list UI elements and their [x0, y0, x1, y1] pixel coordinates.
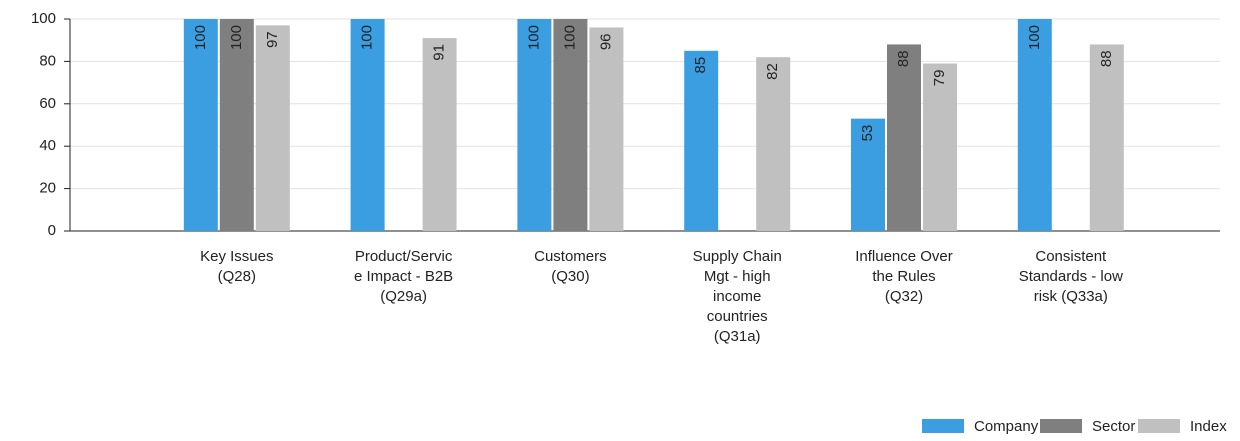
- data-label: 100: [192, 25, 209, 50]
- x-tick-label: Customers: [534, 248, 607, 265]
- bar: [350, 19, 385, 231]
- data-label: 100: [561, 25, 578, 50]
- bar: [756, 57, 791, 231]
- legend-label: Sector: [1092, 418, 1135, 435]
- y-tick-label: 40: [39, 137, 56, 154]
- y-tick-label: 100: [31, 10, 56, 27]
- legend-swatch: [1138, 419, 1180, 433]
- data-label: 100: [525, 25, 542, 50]
- y-tick-label: 0: [48, 222, 56, 239]
- bar: [887, 44, 921, 231]
- x-tick-label: (Q31a): [714, 328, 761, 345]
- legend-label: Index: [1190, 418, 1227, 435]
- data-label: 85: [692, 57, 709, 74]
- data-label: 53: [859, 125, 876, 142]
- x-tick-label: risk (Q33a): [1034, 288, 1108, 305]
- y-tick-label: 60: [39, 95, 56, 112]
- x-tick-label: Influence Over: [855, 248, 953, 265]
- data-label: 97: [264, 31, 281, 48]
- x-tick-label: Product/Servic: [355, 248, 453, 265]
- legend-swatch: [922, 419, 964, 433]
- x-tick-label: Supply Chain: [693, 248, 782, 265]
- bar: [1089, 44, 1124, 231]
- data-label: 88: [1098, 50, 1115, 67]
- bar: [684, 50, 719, 231]
- x-tick-label: Key Issues: [200, 248, 273, 265]
- bar: [589, 27, 624, 232]
- bar: [851, 118, 885, 231]
- bar: [422, 38, 457, 231]
- data-label: 100: [1026, 25, 1043, 50]
- bar: [255, 25, 290, 231]
- bar: [1017, 19, 1052, 231]
- y-tick-label: 80: [39, 52, 56, 69]
- data-label: 91: [431, 44, 448, 61]
- data-label: 96: [597, 33, 614, 50]
- x-tick-label: countries: [707, 308, 768, 325]
- bar: [183, 19, 218, 231]
- bar: [219, 19, 254, 231]
- data-label: 79: [931, 70, 948, 87]
- x-tick-label: (Q30): [551, 268, 589, 285]
- x-tick-label: (Q32): [885, 288, 923, 305]
- x-tick-label: Standards - low: [1019, 268, 1123, 285]
- legend-label: Company: [974, 418, 1039, 435]
- x-tick-label: the Rules: [872, 268, 935, 285]
- bar: [923, 63, 957, 231]
- data-label: 100: [228, 25, 245, 50]
- x-tick-label: income: [713, 288, 761, 305]
- data-label: 100: [359, 25, 376, 50]
- data-label: 82: [764, 63, 781, 80]
- y-tick-label: 20: [39, 180, 56, 197]
- x-tick-label: (Q28): [218, 268, 256, 285]
- x-tick-label: (Q29a): [380, 288, 427, 305]
- legend-swatch: [1040, 419, 1082, 433]
- x-tick-label: Mgt - high: [704, 268, 771, 285]
- bar: [517, 19, 552, 231]
- x-tick-label: Consistent: [1035, 248, 1107, 265]
- x-tick-label: e Impact - B2B: [354, 268, 453, 285]
- data-label: 88: [895, 50, 912, 67]
- bar: [553, 19, 588, 231]
